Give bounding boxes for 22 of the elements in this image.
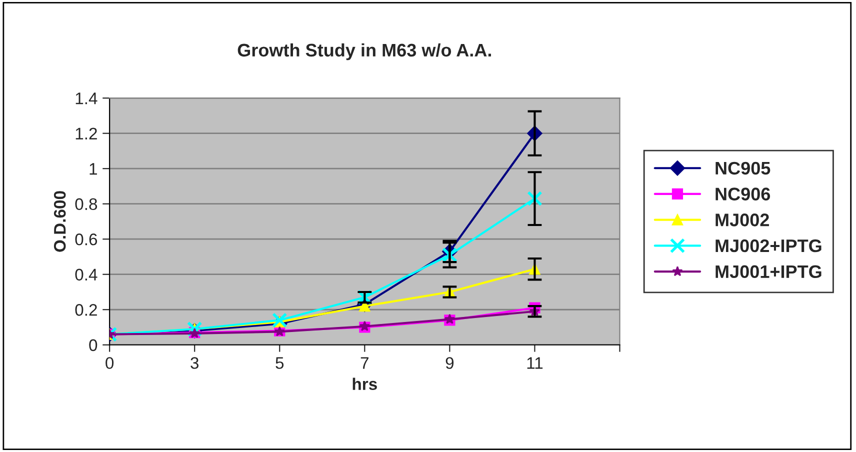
legend-label: MJ001+IPTG	[716, 265, 822, 278]
legend-label: MJ002+IPTG	[716, 239, 822, 252]
legend-label: NC906	[716, 188, 770, 200]
x-tick-label: 0	[106, 357, 114, 369]
y-axis-title: O.D.600	[54, 191, 66, 252]
legend-label: MJ002	[716, 214, 769, 226]
y-tick-label: 0.8	[75, 198, 98, 210]
y-tick-label: 1.4	[76, 92, 98, 104]
x-tick-label: 11	[527, 357, 543, 369]
x-tick-label: 5	[276, 357, 284, 369]
y-tick-label: 0.4	[75, 268, 98, 281]
y-tick-label: 0	[89, 339, 98, 352]
y-tick-label: 0.6	[75, 234, 98, 246]
chart-title: Growth Study in M63 w/o A.A.	[238, 43, 491, 60]
y-tick-label: 0.2	[75, 304, 97, 316]
x-axis-title: hrs	[352, 378, 377, 390]
x-tick-label: 9	[446, 357, 454, 369]
y-tick-label: 1.2	[76, 128, 97, 140]
legend-label: NC905	[716, 162, 770, 175]
x-tick-label: 7	[360, 357, 368, 369]
y-tick-label: 1	[90, 163, 97, 175]
x-tick-label: 3	[190, 357, 198, 369]
